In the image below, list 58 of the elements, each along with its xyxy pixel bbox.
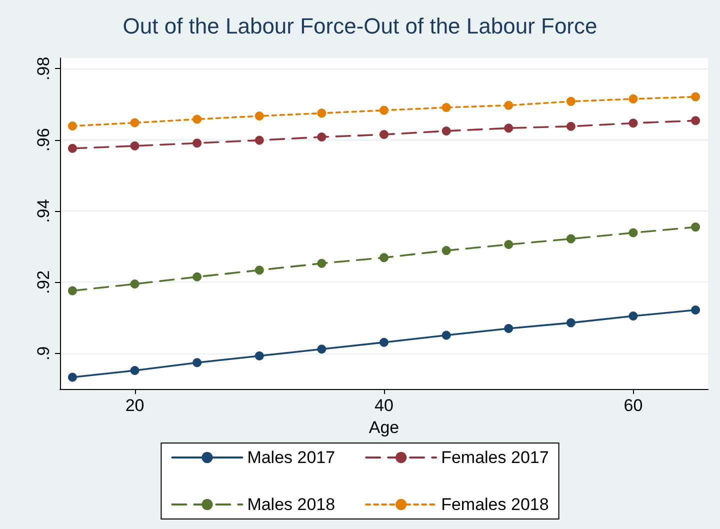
x-tick-label: 60	[624, 396, 643, 415]
point	[566, 318, 576, 328]
legend-label: Females 2018	[441, 495, 549, 514]
point	[317, 258, 326, 268]
point	[254, 351, 264, 360]
point	[317, 132, 326, 142]
chart-title: Out of the Labour Force-Out of the Labour Force	[122, 14, 598, 38]
point	[442, 126, 451, 136]
y-tick-label: .98	[34, 56, 53, 80]
y-tick-label: .9	[34, 346, 53, 360]
point	[691, 222, 700, 232]
point	[442, 246, 451, 256]
y-tick-label: .92	[34, 270, 53, 294]
point	[68, 372, 77, 382]
x-tick-label: 20	[125, 396, 144, 415]
point	[130, 141, 140, 150]
legend-label: Females 2017	[441, 448, 549, 467]
y-tick-label: .94	[34, 199, 53, 223]
point	[254, 136, 264, 145]
point	[691, 116, 700, 126]
point	[380, 253, 388, 262]
point	[691, 92, 700, 102]
point	[628, 312, 638, 321]
point	[192, 114, 202, 124]
point	[68, 286, 77, 296]
point	[628, 94, 638, 104]
point	[504, 324, 514, 333]
point	[317, 108, 326, 118]
point	[628, 228, 638, 238]
point	[254, 112, 264, 121]
point	[566, 122, 576, 131]
legend-label: Males 2018	[247, 495, 336, 514]
point	[68, 121, 77, 130]
x-tick-label: 40	[374, 396, 394, 415]
point	[317, 344, 326, 354]
point	[566, 234, 576, 244]
point	[380, 130, 388, 140]
point	[504, 124, 514, 133]
point	[192, 272, 202, 282]
point	[504, 100, 514, 110]
point	[504, 240, 514, 249]
point	[130, 118, 140, 128]
point	[380, 106, 388, 115]
point	[254, 266, 264, 275]
point	[691, 305, 700, 314]
point	[130, 366, 140, 375]
x-axis-title: Age	[368, 418, 400, 437]
point	[192, 358, 202, 368]
point	[628, 118, 638, 128]
point	[380, 338, 388, 347]
point	[68, 144, 77, 153]
point	[130, 280, 140, 289]
point	[442, 330, 451, 340]
legend-label: Males 2017	[247, 448, 336, 467]
point	[192, 138, 202, 148]
point	[566, 96, 576, 106]
y-tick-label: .96	[34, 128, 53, 152]
point	[442, 102, 451, 112]
